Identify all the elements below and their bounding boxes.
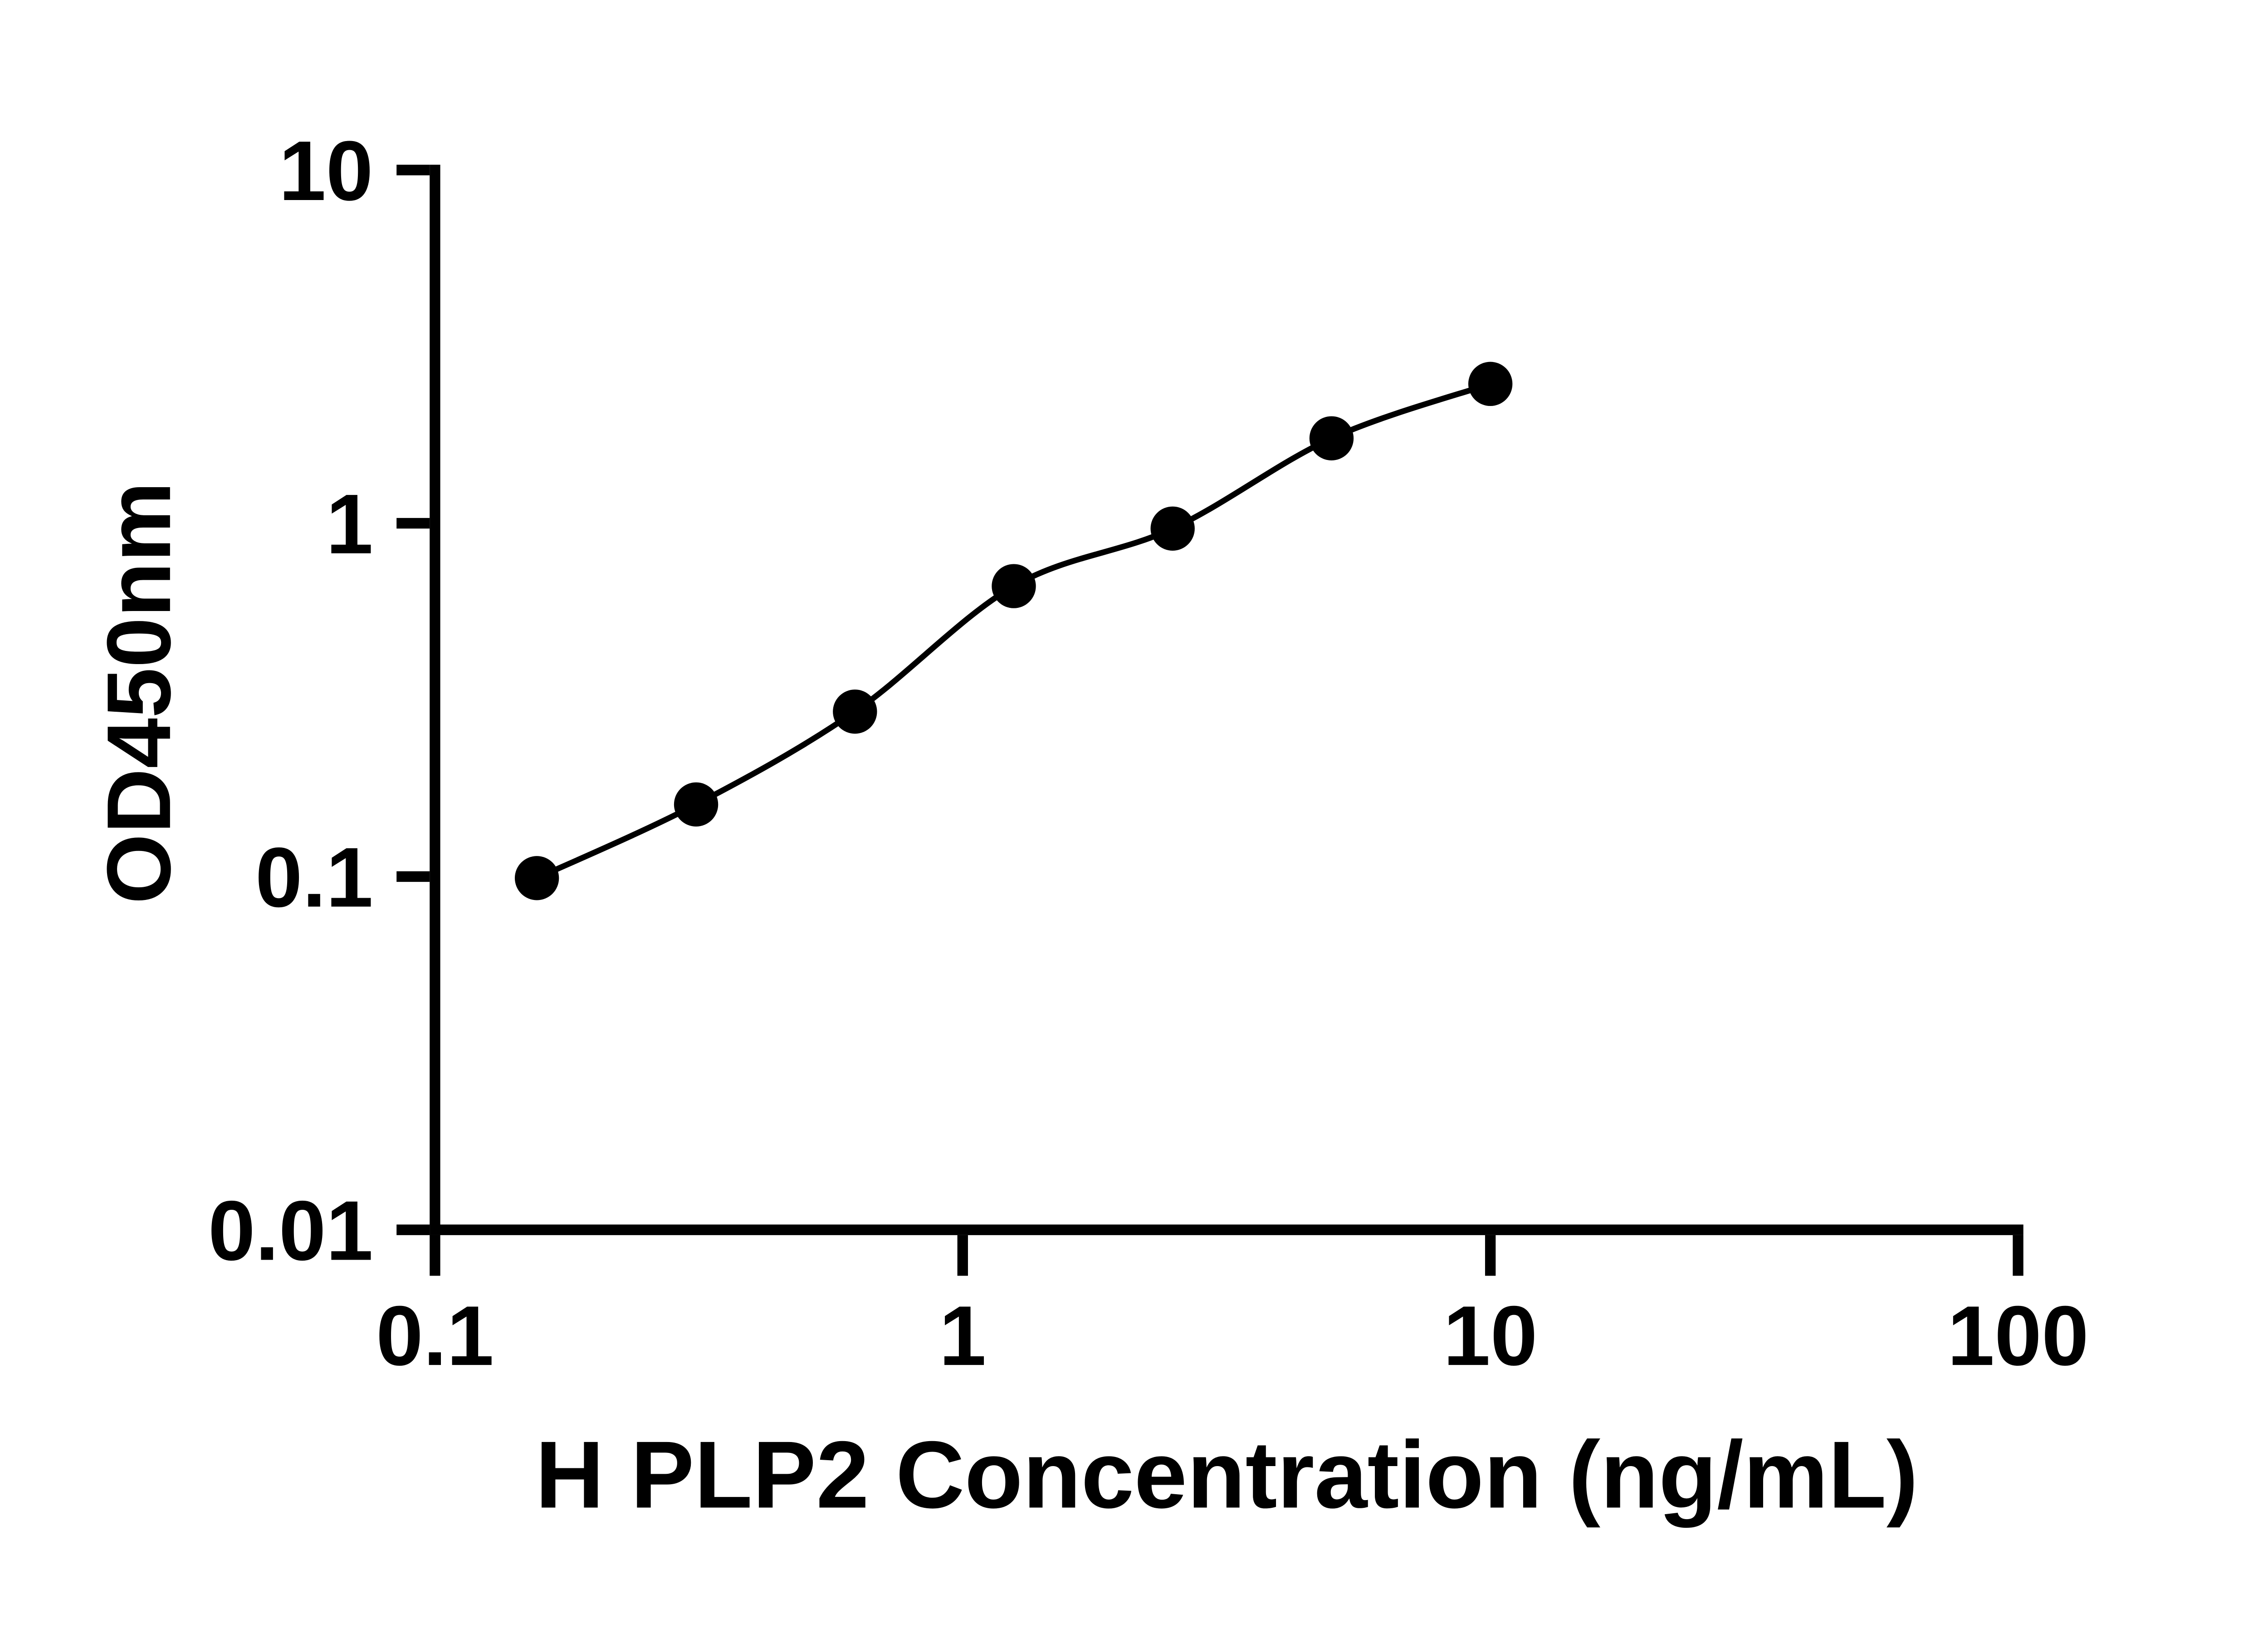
y-tick-label: 0.01	[208, 1183, 373, 1278]
y-tick-label: 10	[279, 123, 373, 218]
data-point	[674, 782, 719, 827]
x-axis-title: H PLP2 Concentration (ng/mL)	[535, 1422, 1918, 1528]
y-tick-label: 0.1	[255, 830, 373, 925]
chart-background	[0, 21, 2268, 1612]
x-tick-label: 10	[1443, 1288, 1538, 1383]
y-tick-label: 1	[326, 477, 373, 572]
data-point	[1468, 362, 1513, 406]
x-tick-label: 0.1	[376, 1288, 494, 1383]
plot-series	[514, 362, 1513, 900]
x-tick-label: 100	[1947, 1288, 2089, 1383]
data-point	[1150, 506, 1195, 551]
y-axis: 0.01 0.1 1 10	[208, 123, 440, 1278]
data-point	[1309, 416, 1354, 460]
data-point	[833, 689, 877, 734]
data-point	[992, 564, 1036, 608]
x-tick-label: 1	[939, 1288, 986, 1383]
x-axis: 0.1 1 10 100	[376, 1224, 2089, 1383]
data-point	[514, 856, 559, 900]
y-axis-title: OD450nm	[88, 482, 190, 905]
